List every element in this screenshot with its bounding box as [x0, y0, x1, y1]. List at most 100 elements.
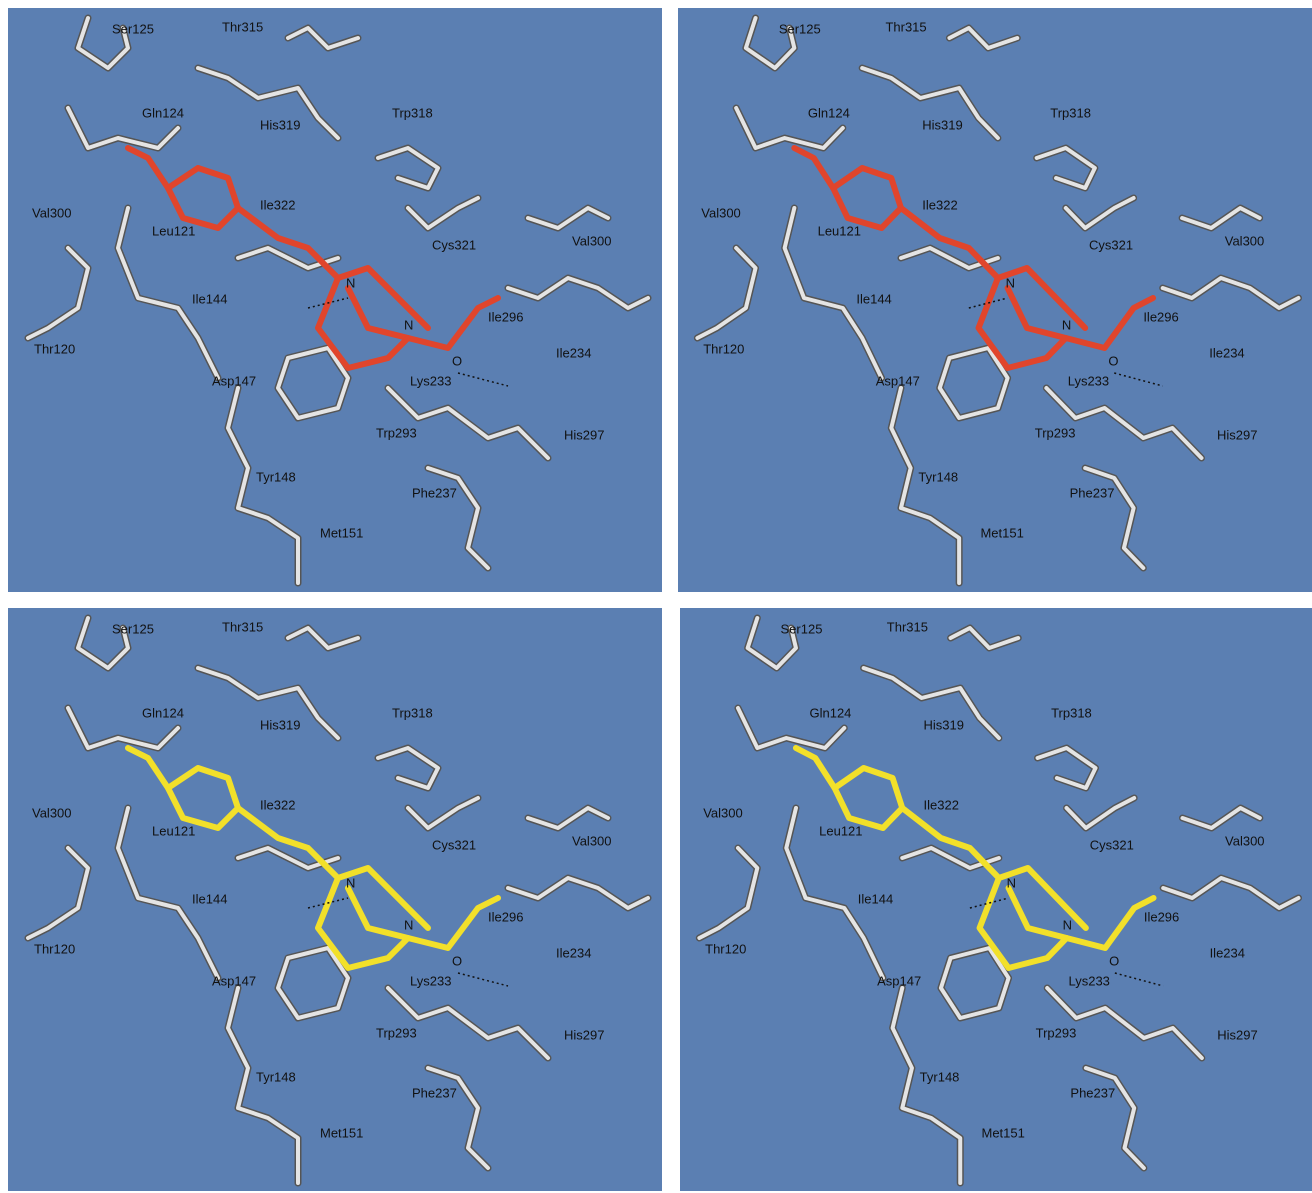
residue-label: Asp147 [212, 973, 256, 988]
residue-label: N [404, 317, 413, 332]
residue-label: Gln124 [142, 105, 184, 120]
residue-label: His297 [564, 427, 604, 442]
residue-label: Ile144 [192, 891, 227, 906]
residue-label: Val300 [1225, 833, 1265, 848]
residue-label: Lys233 [410, 373, 451, 388]
residue-label: Asp147 [212, 373, 256, 388]
residue-label: Phe237 [1070, 1085, 1115, 1100]
residue-label: Ile234 [1210, 945, 1245, 960]
residue-label: Thr120 [703, 341, 744, 356]
residue-label: Thr315 [885, 19, 926, 34]
residue-label: Gln124 [808, 105, 850, 120]
residue-label: Trp293 [376, 425, 417, 440]
panel-background [678, 8, 1312, 592]
residue-label: O [1109, 953, 1119, 968]
residue-label: Thr120 [34, 941, 75, 956]
residue-label: Phe237 [412, 485, 457, 500]
panel: Ser125 Thr315 Gln124 His319 Trp318 Val300 Ile3… [680, 608, 1312, 1191]
residue-label: Ser125 [112, 621, 154, 636]
residue-label: Asp147 [876, 373, 920, 388]
residue-label: His319 [924, 717, 964, 732]
residue-label: O [1108, 353, 1118, 368]
residue-label: Met151 [320, 525, 363, 540]
residue-label: Ile296 [1143, 309, 1178, 324]
residue-label: Ile234 [556, 945, 591, 960]
residue-label: Ile322 [260, 797, 295, 812]
residue-label: N [1062, 317, 1071, 332]
residue-label: Met151 [320, 1125, 363, 1140]
residue-label: Tyr148 [920, 1069, 960, 1084]
residue-label: Thr120 [34, 341, 75, 356]
residue-label: O [452, 353, 462, 368]
residue-label: Ile234 [1209, 345, 1244, 360]
residue-label: Lys233 [410, 973, 451, 988]
panel: Ser125 Thr315 Gln124 His319 Trp318 Val300 Ile3… [8, 608, 662, 1191]
residue-label: Ile322 [260, 197, 295, 212]
residue-label: Val300 [701, 205, 741, 220]
residue-label: Leu121 [152, 223, 195, 238]
residue-label: Trp318 [1051, 705, 1092, 720]
residue-label: Trp293 [1036, 1025, 1077, 1040]
panel-background [680, 608, 1312, 1191]
residue-label: Ile322 [922, 197, 957, 212]
residue-label: His319 [260, 717, 300, 732]
residue-label: N [346, 275, 355, 290]
residue-label: Val300 [1225, 233, 1265, 248]
residue-label: His319 [922, 117, 962, 132]
residue-label: Ile234 [556, 345, 591, 360]
residue-label: Asp147 [877, 973, 921, 988]
residue-label: Trp318 [392, 705, 433, 720]
residue-label: Thr315 [222, 19, 263, 34]
residue-label: Tyr148 [918, 469, 958, 484]
residue-label: Val300 [572, 833, 612, 848]
residue-label: Val300 [572, 233, 612, 248]
residue-label: Thr315 [222, 619, 263, 634]
residue-label: N [1007, 875, 1016, 890]
residue-label: Phe237 [412, 1085, 457, 1100]
figure: Ser125 Thr315 Gln124 His319 Trp318 Val300 Ile3… [0, 0, 1312, 1193]
residue-label: N [346, 875, 355, 890]
panel-background [8, 608, 662, 1191]
residue-label: His297 [1217, 427, 1257, 442]
residue-label: Ile296 [1144, 909, 1179, 924]
residue-label: Gln124 [809, 705, 851, 720]
residue-label: Ile144 [192, 291, 227, 306]
panel: Ser125 Thr315 Gln124 His319 Trp318 Val300 Ile3… [678, 8, 1312, 592]
residue-label: Ile322 [924, 797, 959, 812]
residue-label: Leu121 [818, 223, 861, 238]
residue-label: Thr315 [887, 619, 928, 634]
panel-background [8, 8, 662, 592]
residue-label: Leu121 [152, 823, 195, 838]
residue-label: Val300 [32, 205, 72, 220]
residue-label: Cys321 [432, 837, 476, 852]
residue-label: His297 [564, 1027, 604, 1042]
residue-label: Cys321 [432, 237, 476, 252]
residue-label: Trp318 [1050, 105, 1091, 120]
residue-label: Ser125 [112, 21, 154, 36]
residue-label: Lys233 [1068, 973, 1109, 988]
residue-label: Ser125 [781, 621, 823, 636]
residue-label: Trp318 [392, 105, 433, 120]
residue-label: His297 [1217, 1027, 1257, 1042]
residue-label: Cys321 [1089, 237, 1133, 252]
residue-label: Lys233 [1068, 373, 1109, 388]
residue-label: Val300 [703, 805, 743, 820]
residue-label: Tyr148 [256, 1069, 296, 1084]
residue-label: Met151 [980, 525, 1023, 540]
residue-label: Ser125 [779, 21, 821, 36]
residue-label: Gln124 [142, 705, 184, 720]
residue-label: Leu121 [819, 823, 862, 838]
residue-label: Met151 [982, 1125, 1025, 1140]
residue-label: Ile144 [856, 291, 891, 306]
residue-label: Trp293 [376, 1025, 417, 1040]
residue-label: Val300 [32, 805, 72, 820]
residue-label: Cys321 [1090, 837, 1134, 852]
residue-label: Thr120 [705, 941, 746, 956]
residue-label: N [1006, 275, 1015, 290]
residue-label: Trp293 [1035, 425, 1076, 440]
residue-label: Phe237 [1070, 485, 1115, 500]
residue-label: Ile296 [488, 309, 523, 324]
residue-label: Ile144 [858, 891, 893, 906]
residue-label: O [452, 953, 462, 968]
